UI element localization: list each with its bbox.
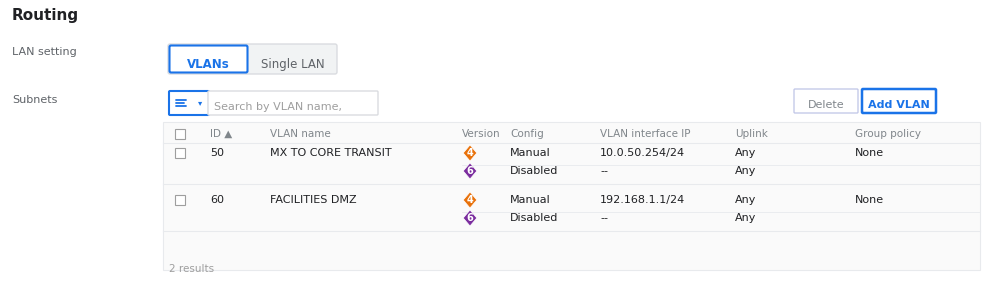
Text: --: -- [600,213,608,223]
Text: VLAN name: VLAN name [270,129,331,139]
Text: None: None [855,195,884,205]
Text: Search by VLAN name,: Search by VLAN name, [214,102,342,112]
Text: MX TO CORE TRANSIT: MX TO CORE TRANSIT [270,148,392,158]
Polygon shape [464,210,477,226]
Text: Any: Any [735,213,756,223]
FancyBboxPatch shape [175,148,185,158]
FancyBboxPatch shape [208,91,378,115]
FancyBboxPatch shape [794,89,858,113]
FancyBboxPatch shape [175,195,185,205]
Text: 10.0.50.254/24: 10.0.50.254/24 [600,148,685,158]
Text: Manual: Manual [510,148,550,158]
Text: 50: 50 [210,148,224,158]
Text: 2 results: 2 results [169,264,214,274]
Text: Subnets: Subnets [12,95,57,105]
Text: 60: 60 [210,195,224,205]
Text: LAN setting: LAN setting [12,47,77,57]
Text: Any: Any [735,195,756,205]
Polygon shape [464,192,477,208]
Polygon shape [464,145,477,161]
Text: VLANs: VLANs [187,58,230,71]
Text: Any: Any [735,166,756,176]
Text: --: -- [600,166,608,176]
Text: Disabled: Disabled [510,166,558,176]
Text: 4: 4 [467,148,474,158]
Text: 6: 6 [467,166,474,176]
Text: Any: Any [735,148,756,158]
Text: None: None [855,148,884,158]
FancyBboxPatch shape [169,91,209,115]
FancyBboxPatch shape [175,129,185,139]
FancyBboxPatch shape [163,122,980,270]
Text: 4: 4 [467,195,474,205]
Text: Delete: Delete [807,100,844,110]
Text: ID ▲: ID ▲ [210,129,232,139]
Text: Add VLAN: Add VLAN [868,100,930,110]
Text: Version: Version [462,129,500,139]
Text: Config: Config [510,129,543,139]
FancyBboxPatch shape [170,46,248,72]
Text: FACILITIES DMZ: FACILITIES DMZ [270,195,357,205]
FancyBboxPatch shape [168,44,337,74]
Text: 192.168.1.1/24: 192.168.1.1/24 [600,195,685,205]
Text: ▾: ▾ [198,99,202,108]
Text: VLAN interface IP: VLAN interface IP [600,129,690,139]
FancyBboxPatch shape [862,89,936,113]
Text: Disabled: Disabled [510,213,558,223]
Text: Uplink: Uplink [735,129,768,139]
Text: Manual: Manual [510,195,550,205]
Text: 6: 6 [467,213,474,223]
Text: Single LAN: Single LAN [261,58,325,71]
Text: Routing: Routing [12,8,79,23]
Text: Group policy: Group policy [855,129,921,139]
Polygon shape [464,163,477,179]
